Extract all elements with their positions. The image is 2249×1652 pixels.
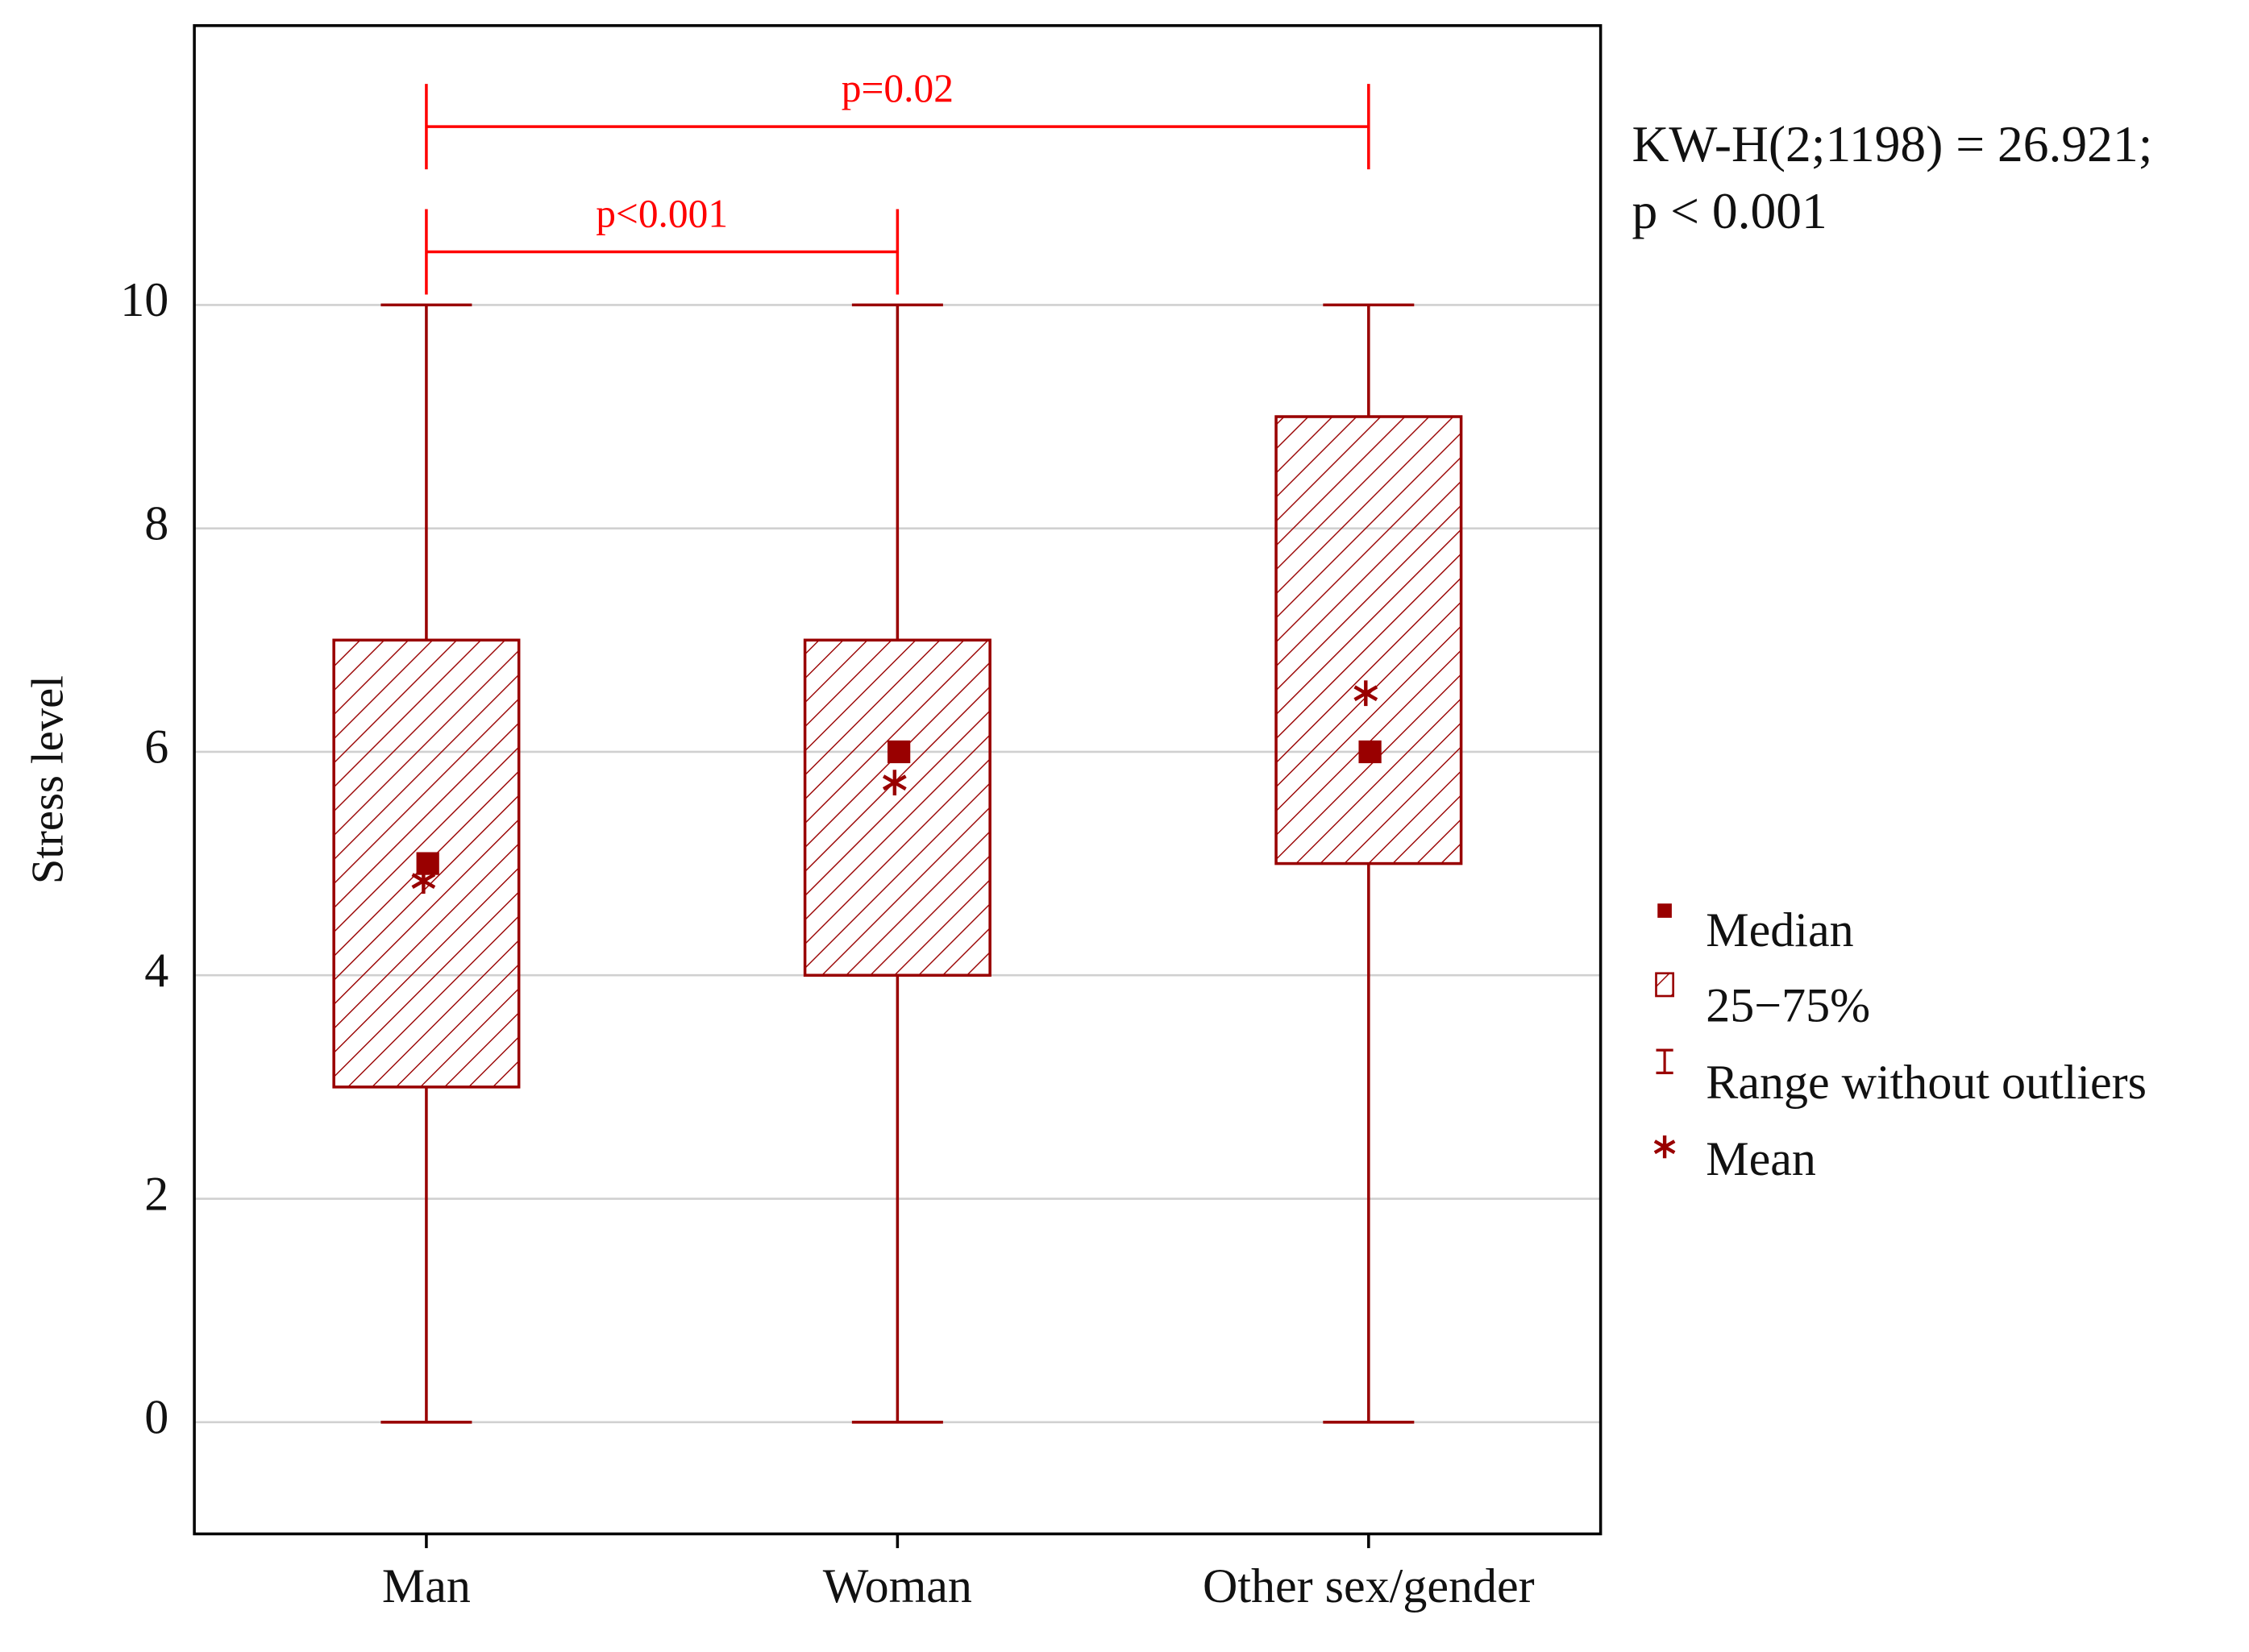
y-tick-label: 8 bbox=[144, 496, 168, 550]
median bbox=[1358, 740, 1382, 764]
x-tick-label: Other sex/gender bbox=[1203, 1559, 1535, 1613]
star-stroke bbox=[882, 774, 907, 791]
stat-text: KW-H(2;1198) = 26.921; bbox=[1632, 115, 2152, 172]
legend-label: Range without outliers bbox=[1706, 1056, 2147, 1109]
y-tick-label: 10 bbox=[120, 273, 168, 326]
legend-range-icon bbox=[1656, 1048, 1673, 1074]
legend-median-icon bbox=[1657, 903, 1672, 918]
box bbox=[803, 638, 991, 978]
median bbox=[888, 740, 911, 764]
legend-label: Mean bbox=[1706, 1132, 1816, 1185]
star-stroke bbox=[411, 873, 436, 890]
comparison-bracket bbox=[425, 209, 900, 295]
y-tick-label: 4 bbox=[144, 944, 168, 997]
comparison-label: p<0.001 bbox=[596, 191, 728, 235]
x-tick-label: Man bbox=[382, 1559, 471, 1613]
stat-text: p < 0.001 bbox=[1632, 182, 1827, 239]
mean bbox=[1353, 680, 1378, 707]
box bbox=[1274, 415, 1463, 865]
x-tick-label: Woman bbox=[823, 1559, 972, 1613]
legend-box-icon bbox=[1655, 972, 1675, 998]
y-tick-label: 2 bbox=[144, 1167, 168, 1220]
star-stroke bbox=[1653, 1139, 1676, 1155]
y-tick-label: 0 bbox=[144, 1391, 168, 1444]
legend-label: 25−75% bbox=[1706, 978, 1870, 1031]
mean bbox=[882, 770, 907, 796]
y-tick-label: 6 bbox=[144, 720, 168, 774]
comparison-label: p=0.02 bbox=[842, 66, 954, 110]
median bbox=[416, 852, 439, 875]
legend-label: Median bbox=[1706, 903, 1853, 957]
star-stroke bbox=[1353, 685, 1378, 702]
mean bbox=[411, 868, 436, 894]
legend-mean-icon bbox=[1653, 1135, 1676, 1159]
comparison-bracket bbox=[425, 84, 1370, 170]
y-axis-label: Stress level bbox=[23, 675, 73, 884]
